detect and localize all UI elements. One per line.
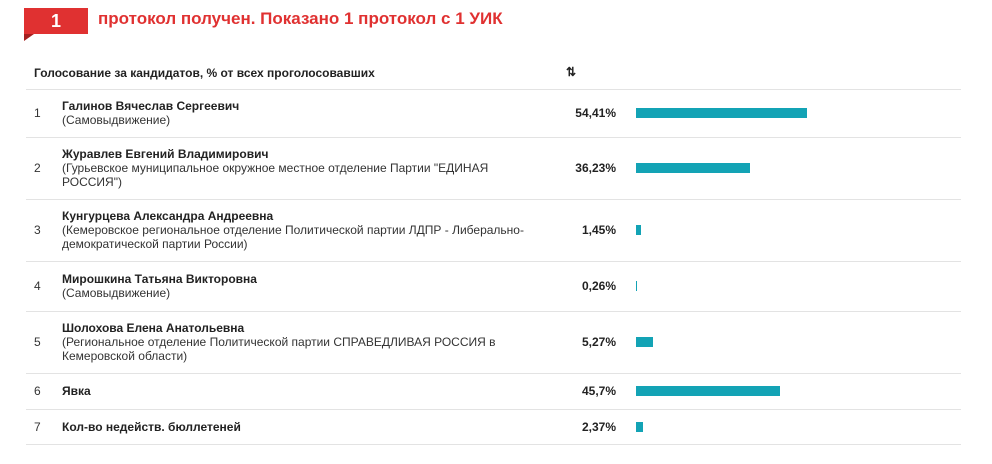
row-number: 3: [34, 223, 41, 237]
vote-percent: 0,26%: [581, 279, 616, 293]
vote-bar: [636, 281, 637, 291]
table-row: 7 Кол-во недейств. бюллетеней 2,37%: [26, 410, 961, 445]
candidate-name: Галинов Вячеслав Сергеевич: [62, 99, 240, 113]
candidate-name: Кол-во недейств. бюллетеней: [62, 419, 241, 434]
row-number: 4: [34, 279, 41, 293]
candidate-cell: Мирошкина Татьяна Викторовна (Самовыдвиже…: [62, 272, 532, 300]
protocol-status-text: протокол получен. Показано 1 протокол с …: [98, 9, 503, 28]
candidate-party: (Самовыдвижение): [62, 113, 171, 127]
row-number: 2: [34, 161, 41, 175]
sort-icon[interactable]: ⇅: [566, 65, 577, 79]
candidate-cell: Кол-во недейств. бюллетеней: [62, 420, 532, 434]
candidate-name: Журавлев Евгений Владимирович: [62, 147, 269, 161]
table-row: 1 Галинов Вячеслав Сергеевич (Самовыдвижен…: [26, 90, 961, 138]
table-row: 3 Кунгурцева Александра Андреевна (Кемеров…: [26, 200, 961, 262]
candidate-cell: Кунгурцева Александра Андреевна (Кемеровс…: [62, 209, 532, 251]
table-row: 6 Явка 45,7%: [26, 374, 961, 410]
candidate-name: Явка: [62, 384, 91, 398]
candidate-name: Мирошкина Татьяна Викторовна: [62, 272, 257, 286]
vote-percent: 5,27%: [581, 335, 616, 349]
vote-bar: [636, 108, 807, 118]
table-row: 2 Журавлев Евгений Владимирович (Гурьевско…: [26, 138, 961, 200]
row-number: 1: [34, 106, 41, 120]
table-header: Голосование за кандидатов, % от всех про…: [26, 59, 961, 90]
table-body: 1 Галинов Вячеслав Сергеевич (Самовыдвижен…: [26, 90, 961, 445]
results-header: 1 протокол получен. Показано 1 протокол …: [0, 0, 992, 41]
vote-percent: 45,7%: [581, 384, 616, 398]
candidate-cell: Галинов Вячеслав Сергеевич (Самовыдвижени…: [62, 99, 532, 127]
results-table: Голосование за кандидатов, % от всех про…: [26, 59, 961, 445]
table-row: 5 Шолохова Елена Анатольевна (Региональное…: [26, 312, 961, 374]
candidate-party: (Самовыдвижение): [62, 286, 171, 300]
protocol-count-badge: 1: [24, 8, 88, 41]
candidate-cell: Явка: [62, 384, 532, 398]
candidate-name: Шолохова Елена Анатольевна: [62, 321, 245, 335]
candidate-cell: Журавлев Евгений Владимирович (Гурьевское…: [62, 147, 532, 189]
vote-bar: [636, 163, 750, 173]
vote-bar: [636, 225, 641, 235]
vote-percent: 1,45%: [581, 223, 616, 237]
vote-bar: [636, 386, 780, 396]
vote-percent: 36,23%: [575, 161, 616, 175]
vote-bar: [636, 337, 653, 347]
column-header-label: Голосование за кандидатов, % от всех про…: [34, 66, 375, 80]
candidate-party: (Кемеровское региональное отделение Поли…: [62, 223, 524, 251]
candidate-party: (Гурьевское муниципальное окружное местн…: [62, 161, 489, 189]
vote-percent: 2,37%: [581, 419, 616, 434]
row-number: 6: [34, 384, 41, 398]
vote-percent: 54,41%: [575, 106, 616, 120]
row-number: 5: [34, 335, 41, 349]
vote-bar: [636, 421, 644, 432]
candidate-cell: Шолохова Елена Анатольевна (Региональное …: [62, 321, 532, 363]
row-number: 7: [34, 419, 41, 434]
candidate-party: (Региональное отделение Политической пар…: [62, 335, 496, 363]
candidate-name: Кунгурцева Александра Андреевна: [62, 209, 274, 223]
table-row: 4 Мирошкина Татьяна Викторовна (Самовыдвиж…: [26, 262, 961, 312]
